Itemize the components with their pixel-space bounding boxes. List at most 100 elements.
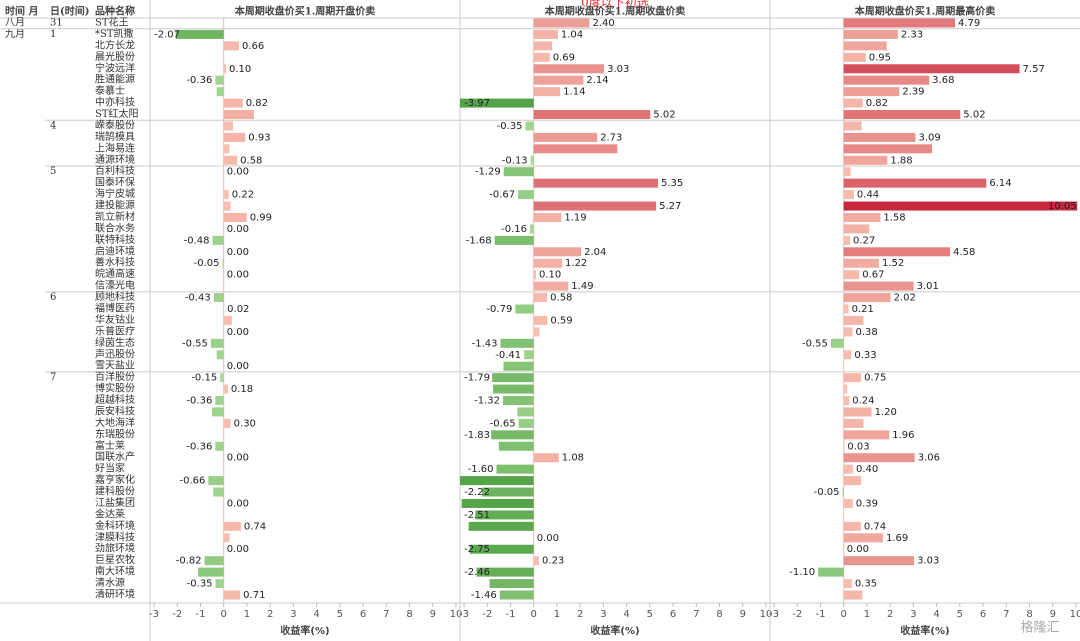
bar [843, 132, 916, 142]
value-label: -0.16 [501, 224, 527, 235]
value-label: 7.57 [1023, 64, 1045, 75]
value-label: -0.66 [179, 476, 205, 487]
bar [210, 338, 224, 348]
x-tick-label: 10 [1070, 609, 1080, 620]
category-label: 晨光股份 [95, 50, 135, 63]
bar [223, 212, 247, 222]
value-label: 4.79 [958, 18, 980, 29]
value-label: 0.00 [227, 361, 249, 372]
value-label: 1.19 [564, 212, 586, 223]
bar [175, 29, 224, 39]
bar [843, 418, 864, 428]
x-tick-label: -1 [505, 609, 515, 620]
category-label: 凯立新材 [95, 210, 135, 223]
month-label: 九月 [5, 28, 25, 40]
value-label: 0.00 [227, 453, 249, 464]
category-label: 百洋股份 [95, 370, 135, 383]
value-label: 0.24 [852, 396, 874, 407]
x-tick-label: 8 [716, 609, 722, 620]
value-label: -0.13 [502, 155, 528, 166]
value-label: 0.23 [542, 556, 564, 567]
value-label: 1.14 [563, 87, 585, 98]
category-label: 华友钴业 [95, 313, 135, 326]
bar [212, 407, 224, 417]
bar [525, 121, 534, 131]
bar [843, 293, 891, 303]
category-label: 津膜科技 [95, 530, 135, 543]
bar [843, 87, 900, 97]
value-label: 2.02 [894, 293, 916, 304]
value-label: 1.22 [565, 258, 587, 269]
value-label: 6.14 [989, 178, 1011, 189]
value-label: 0.69 [553, 52, 575, 63]
value-label: 2.39 [902, 87, 924, 98]
bar [533, 29, 558, 39]
x-tick-label: 0 [221, 609, 227, 620]
bar [223, 190, 229, 200]
x-tick-label: 3 [290, 609, 296, 620]
value-label: 2.40 [592, 18, 614, 29]
value-label: 0.44 [857, 190, 879, 201]
value-label: 0.58 [550, 293, 572, 304]
bar [843, 29, 898, 39]
day-label: 4 [50, 120, 56, 131]
value-label: -1.60 [468, 464, 494, 475]
value-label: 1.52 [882, 258, 904, 269]
bar [843, 396, 850, 406]
category-label: 海宁皮城 [95, 187, 135, 200]
category-label: 巨星农牧 [95, 553, 135, 566]
bar [533, 178, 658, 188]
value-label: 2.14 [586, 75, 608, 86]
value-label: -0.36 [186, 396, 212, 407]
value-label: 0.39 [856, 498, 878, 509]
value-label: -2.75 [464, 544, 490, 555]
bar [533, 556, 540, 566]
value-label: 0.00 [227, 224, 249, 235]
value-label: 0.00 [227, 167, 249, 178]
x-tick-label: 7 [383, 609, 389, 620]
bars [460, 18, 658, 600]
bar [843, 155, 888, 165]
bar [842, 487, 844, 497]
bar [518, 418, 534, 428]
category-label: 清研环境 [95, 588, 135, 601]
x-tick-label: 9 [430, 609, 436, 620]
bar [492, 373, 534, 383]
value-label: 0.82 [866, 98, 888, 109]
x-tick-label: -3 [459, 609, 469, 620]
value-label: 0.75 [864, 373, 886, 384]
column-header: 日(时间) [50, 5, 89, 18]
watermark: 格隆汇 [1020, 620, 1059, 636]
value-label: -0.55 [182, 338, 208, 349]
value-label: -0.35 [187, 579, 213, 590]
value-label: 0.99 [250, 212, 272, 223]
value-label: 0.58 [240, 155, 262, 166]
value-label: 5.27 [659, 201, 681, 212]
value-label: 0.59 [550, 315, 572, 326]
value-label: 1.20 [875, 407, 897, 418]
value-label: 0.82 [246, 98, 268, 109]
bar [496, 464, 534, 474]
x-tick-label: 4 [623, 609, 629, 620]
category-label: 绿茵生态 [95, 336, 135, 349]
category-label: 顾地科技 [95, 290, 135, 303]
category-label: 声迅股份 [95, 347, 135, 360]
x-tick-label: 8 [1026, 609, 1032, 620]
bar [503, 361, 534, 371]
category-label: ST花王 [95, 16, 129, 29]
bar [223, 533, 230, 543]
x-tick-label: 5 [647, 609, 653, 620]
bar [533, 110, 651, 120]
category-label: 启迪环境 [95, 244, 135, 257]
bar [533, 212, 562, 222]
bar [468, 521, 534, 531]
column-header: 品种名称 [95, 5, 135, 18]
category-label: 东瑞股份 [95, 427, 135, 440]
category-label: 上海易连 [95, 141, 135, 154]
bar [843, 52, 866, 62]
x-tick-label: -2 [482, 609, 492, 620]
bar [517, 407, 534, 417]
x-tick-label: 6 [360, 609, 366, 620]
bar [198, 567, 224, 577]
